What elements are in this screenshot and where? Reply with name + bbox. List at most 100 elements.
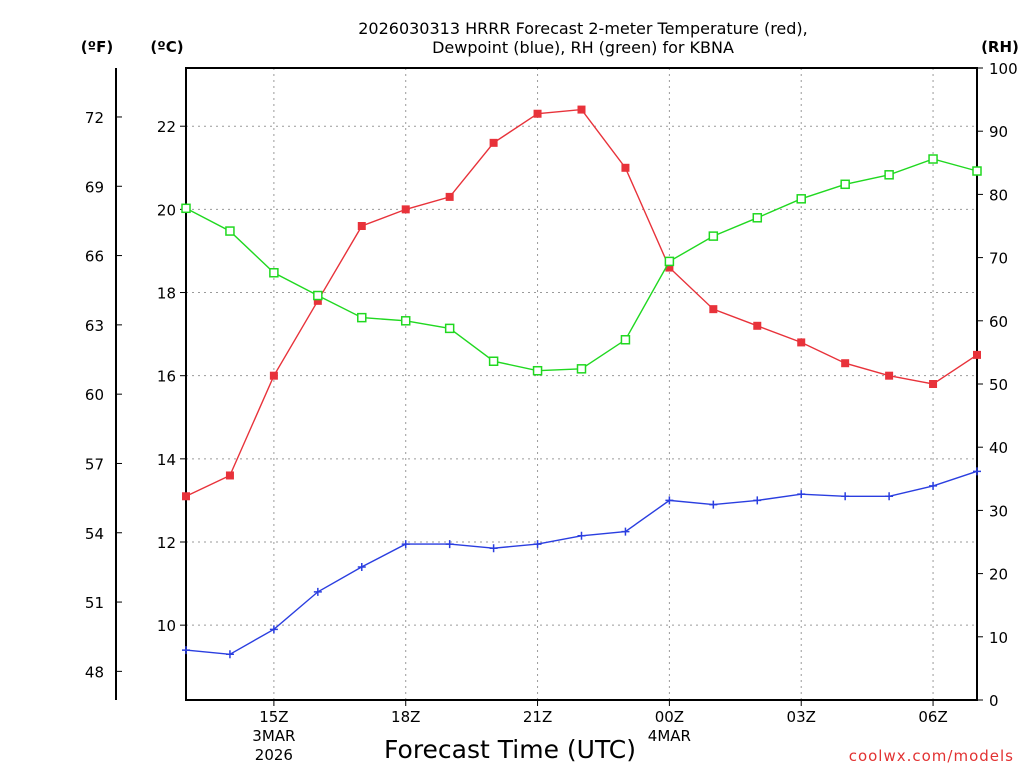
dewpoint-point [797, 490, 806, 499]
rh-point [972, 166, 982, 176]
dewpoint-point [665, 496, 674, 505]
watermark: coolwx.com/models [849, 747, 1014, 765]
rh-point [576, 364, 587, 374]
x-tick-label: 06Z [918, 708, 947, 726]
fahrenheit-tick-label: 54 [85, 525, 104, 543]
dewpoint-line [185, 470, 978, 656]
rh-line [185, 158, 978, 372]
x-tick-label: 21Z [523, 708, 552, 726]
temperature-point [973, 350, 981, 359]
rh-point [796, 194, 806, 204]
celsius-tick-label: 10 [157, 617, 176, 635]
celsius-tick-label: 14 [157, 451, 176, 469]
fahrenheit-tick-label: 63 [85, 317, 104, 335]
chart-title-line1: 2026030313 HRRR Forecast 2-meter Tempera… [358, 19, 808, 38]
rh-point [664, 256, 675, 267]
rh-point [400, 316, 411, 326]
rh-point [840, 179, 850, 190]
rh-tick-label: 40 [989, 439, 1008, 457]
temperature-point [621, 163, 630, 172]
rh-point [225, 226, 235, 236]
temperature-point [445, 192, 454, 201]
rh-tick-label: 70 [989, 250, 1008, 268]
celsius-tick-label: 16 [157, 368, 176, 386]
dewpoint-point [313, 587, 322, 596]
rh-point [620, 335, 631, 345]
rh-tick-label: 90 [989, 123, 1008, 141]
temperature-point [665, 263, 674, 272]
temperature-point [753, 321, 762, 330]
rh-tick-label: 20 [989, 566, 1008, 584]
dewpoint-point [577, 531, 586, 540]
dewpoint-point [401, 540, 410, 549]
fahrenheit-unit-label: (ºF) [81, 38, 113, 56]
temperature-point [533, 109, 542, 118]
x-tick-label: 15Z [259, 708, 288, 726]
temperature-point [841, 359, 850, 368]
fahrenheit-tick-label: 51 [85, 594, 104, 612]
temperature-point [225, 471, 234, 480]
dewpoint-point [885, 492, 894, 501]
dewpoint-point [182, 646, 190, 655]
rh-point [532, 365, 543, 376]
dewpoint-point [269, 625, 278, 634]
x-tick-date: 4MAR [648, 727, 691, 745]
celsius-unit-label: (ºC) [150, 38, 183, 56]
temperature-point [577, 105, 586, 114]
rh-tick-label: 50 [989, 376, 1008, 394]
rh-tick-label: 10 [989, 629, 1008, 647]
rh-unit-label: (RH) [981, 38, 1019, 56]
rh-point [444, 323, 455, 334]
rh-point [269, 268, 279, 278]
temperature-line [185, 108, 978, 497]
dewpoint-point [973, 467, 981, 476]
dewpoint-point [929, 481, 938, 490]
dewpoint-point [621, 527, 630, 536]
fahrenheit-tick-label: 69 [85, 178, 104, 196]
x-tick-label: 00Z [655, 708, 684, 726]
rh-point [488, 356, 499, 366]
celsius-tick-label: 12 [157, 534, 176, 552]
dewpoint-point [753, 496, 762, 505]
temperature-point [797, 338, 806, 347]
rh-point [752, 213, 763, 223]
chart-title-line2: Dewpoint (blue), RH (green) for KBNA [432, 38, 734, 57]
temperature-point [709, 305, 718, 314]
x-axis-label: Forecast Time (UTC) [384, 735, 636, 764]
rh-point [313, 290, 323, 301]
rh-tick-label: 100 [989, 60, 1018, 78]
temperature-point [313, 296, 322, 305]
celsius-tick-label: 20 [157, 201, 176, 219]
axes [115, 67, 983, 706]
x-tick-year: 2026 [255, 746, 293, 764]
dewpoint-point [357, 562, 366, 571]
temperature-point [489, 138, 498, 147]
grid-lines [186, 68, 977, 700]
rh-tick-label: 60 [989, 313, 1008, 331]
rh-point [708, 231, 719, 241]
dewpoint-point [489, 544, 498, 553]
rh-tick-label: 30 [989, 502, 1008, 520]
dewpoint-point [533, 540, 542, 549]
temperature-point [929, 380, 938, 388]
rh-tick-label: 0 [989, 692, 999, 710]
rh-point [928, 154, 938, 164]
series-layer [181, 105, 982, 659]
dewpoint-point [225, 650, 234, 659]
x-tick-date: 3MAR [252, 727, 295, 745]
tick-labels: 10 12 14 16 18 20 22 48 51 54 57 60 63 66 69 72 0 10 20 30 4… [85, 60, 1018, 764]
dewpoint-point [709, 500, 718, 509]
rh-point [884, 170, 894, 180]
rh-point [357, 312, 367, 323]
fahrenheit-tick-label: 66 [85, 248, 104, 266]
fahrenheit-tick-label: 57 [85, 455, 104, 473]
fahrenheit-tick-label: 48 [85, 663, 104, 681]
rh-tick-label: 80 [989, 186, 1008, 204]
fahrenheit-tick-label: 60 [85, 386, 104, 404]
fahrenheit-tick-label: 72 [85, 109, 104, 127]
x-tick-label: 18Z [391, 708, 420, 726]
celsius-tick-label: 22 [157, 118, 176, 136]
temperature-point [401, 205, 410, 214]
plot-frame [185, 67, 978, 701]
